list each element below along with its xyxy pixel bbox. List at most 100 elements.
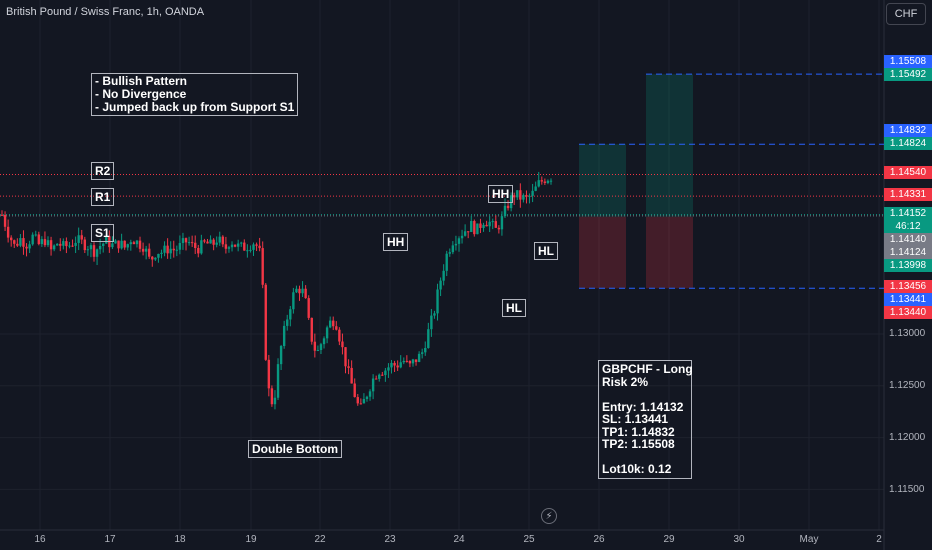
candle-body — [187, 242, 191, 244]
candle-body — [148, 248, 151, 257]
candle-body — [393, 362, 396, 366]
candle-body — [49, 240, 53, 250]
candle-body — [200, 240, 203, 254]
time-tick: 23 — [384, 534, 396, 545]
candle-body — [417, 353, 421, 362]
candle-body — [390, 362, 393, 368]
candle-body — [215, 242, 218, 245]
price-label-sl: 1.13441 — [884, 293, 932, 306]
candle-body — [509, 195, 513, 209]
candle-body — [59, 243, 62, 246]
candle-body — [19, 238, 22, 246]
candle-body — [89, 245, 93, 250]
candle-body — [427, 329, 430, 348]
time-tick: 19 — [245, 534, 257, 545]
price-label-low: 1.13998 — [884, 259, 932, 272]
candle-body — [270, 388, 274, 405]
level-label-s1: S1 — [91, 224, 114, 242]
candle-body — [516, 190, 519, 198]
candle-body — [430, 315, 433, 330]
candle-body — [310, 317, 313, 342]
candle-body — [249, 249, 252, 251]
candle-body — [43, 239, 47, 246]
candle-body — [405, 360, 409, 362]
candle-body — [470, 221, 473, 232]
candle-body — [411, 359, 415, 364]
candle-body — [236, 243, 240, 247]
candle-body — [132, 242, 136, 245]
candle-body — [463, 231, 467, 236]
time-tick: 25 — [523, 534, 535, 545]
candle-body — [491, 221, 494, 223]
time-tick: 18 — [174, 534, 186, 545]
stop-zone — [646, 216, 693, 289]
candle-body — [154, 257, 157, 260]
time-tick: 24 — [453, 534, 465, 545]
candle-body — [332, 320, 335, 327]
candle-body — [46, 240, 50, 246]
candle-body — [56, 243, 59, 246]
candle-body — [190, 242, 194, 244]
candle-body — [519, 190, 522, 200]
candle-body — [255, 244, 258, 246]
candle-body — [65, 241, 68, 247]
candle-body — [144, 248, 148, 252]
currency-button[interactable]: CHF — [886, 3, 926, 25]
candle-body — [488, 221, 491, 227]
price-label-tp1-top: 1.14832 — [884, 124, 932, 137]
candle-body — [227, 247, 231, 249]
candle-body — [399, 362, 402, 368]
trade-note: GBPCHF - Long Risk 2% Entry: 1.14132 SL:… — [598, 360, 693, 479]
candle-body — [34, 234, 37, 236]
candle-body — [457, 238, 461, 244]
hh-label-2: HH — [383, 233, 409, 251]
candle-body — [322, 338, 326, 345]
candle-body — [221, 236, 225, 245]
candle-body — [224, 244, 228, 249]
candle-body — [286, 319, 289, 326]
candle-body — [3, 214, 7, 227]
candle-body — [448, 252, 451, 254]
candle-body — [175, 249, 179, 251]
candle-body — [52, 245, 56, 250]
candle-body — [295, 288, 298, 293]
profit-zone — [579, 144, 626, 217]
candle-body — [368, 391, 372, 397]
price-label-entry: 1.14124 — [884, 246, 932, 259]
candle-body — [387, 367, 390, 371]
candle-body — [531, 190, 534, 196]
candle-body — [454, 243, 458, 246]
candle-body — [240, 242, 243, 244]
hh-label-1: HH — [488, 185, 514, 203]
candle-body — [439, 280, 442, 290]
candle-body — [543, 181, 547, 183]
candle-body — [328, 320, 332, 328]
candle-body — [10, 237, 13, 241]
candle-body — [540, 180, 543, 182]
stop-zone — [579, 216, 626, 289]
time-tick: 16 — [34, 534, 46, 545]
candle-body — [111, 243, 114, 248]
candle-body — [433, 313, 436, 316]
candle-body — [482, 224, 485, 228]
price-label-sl-top: 1.13456 — [884, 280, 932, 293]
candle-body — [135, 240, 139, 245]
candle-body — [252, 244, 255, 250]
candle-body — [384, 370, 387, 376]
price-label-last: 1.14152 — [884, 207, 932, 220]
level-label-r1: R1 — [91, 188, 115, 206]
candle-body — [120, 240, 123, 249]
candle-body — [445, 253, 448, 271]
price-label-sl2: 1.13440 — [884, 306, 932, 319]
time-tick: 30 — [733, 534, 745, 545]
price-label-countdown: 46:12 — [884, 220, 932, 233]
candle-body — [298, 288, 301, 294]
candle-body — [95, 249, 99, 257]
candle-body — [497, 227, 501, 230]
candle-body — [206, 241, 209, 244]
candle-body — [98, 246, 102, 250]
candle-body — [22, 238, 25, 247]
lightning-icon[interactable]: ⚡ — [541, 508, 557, 524]
candle-body — [356, 397, 359, 404]
